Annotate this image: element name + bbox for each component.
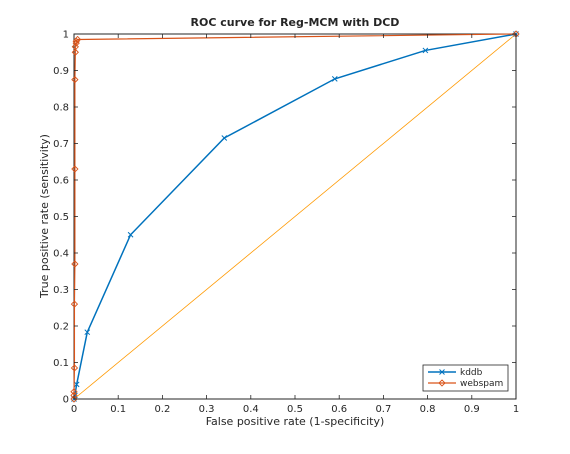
legend-webspam-marker [438, 379, 446, 387]
y-tick-label: 0.1 [53, 358, 69, 369]
y-tick-label: 0.8 [53, 103, 69, 114]
webspam-point [72, 37, 80, 45]
reference-diagonal-line [73, 33, 517, 400]
kddb-point [73, 381, 80, 388]
y-tick-label: 0 [63, 395, 69, 406]
x-tick-label: 0.4 [243, 404, 259, 415]
webspam-point [71, 75, 79, 84]
webspam-point [71, 43, 79, 51]
webspam-point [71, 165, 79, 173]
webspam-point [70, 388, 78, 396]
reference-line-layer [73, 33, 517, 400]
x-tick-label: 1 [513, 404, 519, 415]
webspam-point [71, 260, 79, 268]
series-webspam [70, 30, 520, 403]
legend-kddb-marker [439, 369, 445, 375]
x-tick-label: 0.2 [154, 404, 170, 415]
x-axis-title: False positive rate (1-specificity) [206, 415, 385, 428]
legend-webspam-label: webspam [460, 379, 503, 389]
chart-title: ROC curve for Reg-MCM with DCD [191, 16, 400, 29]
y-tick-label: 0.4 [53, 249, 69, 260]
kddb-point [221, 135, 228, 141]
kddb-point [422, 47, 429, 54]
webspam-point [70, 395, 78, 403]
legend-kddb-label: kddb [460, 368, 483, 378]
y-tick-label: 0.3 [53, 285, 69, 296]
x-tick-label: 0 [71, 404, 77, 415]
x-tick-label: 0.8 [420, 404, 436, 415]
webspam-point [73, 35, 82, 44]
kddb-point [331, 76, 338, 82]
y-tick-label: 0.7 [53, 139, 69, 150]
y-tick-label: 0.9 [53, 66, 69, 77]
legend-box [422, 364, 509, 392]
y-tick-label: 0.5 [53, 212, 69, 223]
ticks-layer: 0 0.1 0.2 0.3 0.4 0.5 0.6 0.7 0.8 0.9 1 0 0.1 0.2 0.3 0… [53, 30, 519, 416]
x-tick-label: 0.1 [110, 404, 126, 415]
x-tick-label: 0.6 [331, 404, 347, 415]
y-tick-label: 1 [63, 30, 69, 41]
webspam-point [70, 364, 79, 372]
kddb-point [84, 329, 91, 336]
y-tick-label: 0.2 [53, 322, 69, 333]
legend-webspam-marker-shape [438, 379, 446, 387]
webspam-point [70, 300, 79, 308]
y-axis-title: True positive rate (sensitivity) [38, 134, 51, 299]
x-tick-label: 0.9 [464, 404, 480, 415]
webspam-point [71, 48, 79, 56]
x-tick-label: 0.3 [199, 404, 215, 415]
x-tick-label: 0.5 [287, 404, 303, 415]
series-layer [70, 30, 520, 403]
kddb-point [127, 231, 134, 238]
x-tick-label: 0.7 [375, 404, 391, 415]
y-tick-label: 0.6 [53, 176, 69, 187]
legend: kddb webspam [422, 364, 509, 392]
legend-kddb-marker-shape [439, 369, 445, 375]
